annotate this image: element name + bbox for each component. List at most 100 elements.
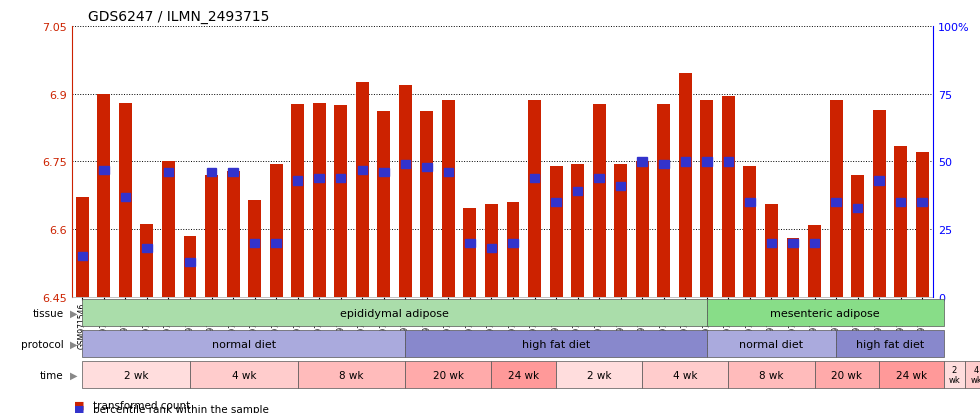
Text: normal diet: normal diet bbox=[212, 339, 276, 349]
Bar bbox=[765, 205, 778, 297]
Text: protocol: protocol bbox=[21, 339, 64, 349]
Bar bbox=[466, 239, 474, 247]
Bar bbox=[915, 153, 929, 297]
Bar bbox=[573, 188, 582, 196]
Text: 24 wk: 24 wk bbox=[896, 370, 927, 380]
Text: 2
wk: 2 wk bbox=[949, 365, 960, 385]
Bar bbox=[271, 239, 281, 247]
Bar bbox=[808, 225, 821, 297]
Bar bbox=[185, 258, 195, 266]
Bar bbox=[399, 85, 412, 297]
Bar bbox=[638, 158, 647, 166]
Text: GDS6247 / ILMN_2493715: GDS6247 / ILMN_2493715 bbox=[88, 10, 270, 24]
Bar bbox=[550, 166, 563, 297]
Text: mesenteric adipose: mesenteric adipose bbox=[770, 308, 880, 318]
Bar bbox=[853, 204, 862, 212]
Bar bbox=[97, 95, 111, 297]
Bar bbox=[872, 110, 886, 297]
Bar bbox=[293, 177, 303, 185]
Bar bbox=[744, 166, 757, 297]
Bar bbox=[250, 239, 260, 247]
Bar bbox=[851, 176, 864, 297]
Bar bbox=[917, 199, 927, 207]
Bar bbox=[226, 172, 239, 297]
Bar bbox=[722, 97, 735, 297]
Bar bbox=[358, 166, 367, 174]
Text: ▶: ▶ bbox=[70, 308, 77, 318]
Text: 2 wk: 2 wk bbox=[123, 370, 148, 380]
Bar bbox=[99, 166, 109, 174]
Text: transformed count: transformed count bbox=[93, 400, 190, 410]
Bar bbox=[377, 112, 390, 297]
Bar bbox=[356, 83, 368, 297]
Bar bbox=[420, 112, 433, 297]
Bar bbox=[787, 239, 800, 297]
Bar bbox=[119, 104, 132, 297]
Bar bbox=[142, 244, 152, 253]
Text: high fat diet: high fat diet bbox=[522, 339, 590, 349]
Bar bbox=[894, 146, 907, 297]
Bar bbox=[788, 239, 798, 247]
Bar bbox=[509, 239, 517, 247]
Text: 4
wk: 4 wk bbox=[970, 365, 980, 385]
Text: 20 wk: 20 wk bbox=[831, 370, 862, 380]
Text: ▶: ▶ bbox=[70, 370, 77, 380]
Bar bbox=[379, 169, 388, 177]
Bar bbox=[444, 169, 453, 177]
Text: tissue: tissue bbox=[32, 308, 64, 318]
Bar bbox=[723, 158, 733, 166]
Bar bbox=[616, 183, 625, 190]
Bar bbox=[745, 199, 755, 207]
Bar bbox=[140, 224, 154, 297]
Bar bbox=[485, 205, 498, 297]
Text: ■: ■ bbox=[74, 400, 84, 410]
Bar bbox=[205, 176, 218, 297]
Bar bbox=[183, 237, 196, 297]
Bar bbox=[422, 164, 431, 171]
Bar bbox=[636, 162, 649, 297]
Bar bbox=[164, 169, 173, 177]
Text: 4 wk: 4 wk bbox=[231, 370, 256, 380]
Bar bbox=[679, 74, 692, 297]
Bar bbox=[162, 162, 174, 297]
Text: percentile rank within the sample: percentile rank within the sample bbox=[93, 404, 269, 413]
Bar bbox=[487, 244, 496, 253]
Bar bbox=[334, 106, 347, 297]
Bar bbox=[874, 177, 884, 185]
Bar bbox=[228, 169, 238, 177]
Text: 8 wk: 8 wk bbox=[339, 370, 364, 380]
Bar bbox=[291, 104, 304, 297]
Bar bbox=[248, 200, 261, 297]
Bar bbox=[121, 193, 130, 201]
Text: 2 wk: 2 wk bbox=[587, 370, 612, 380]
Text: high fat diet: high fat diet bbox=[856, 339, 924, 349]
Text: 8 wk: 8 wk bbox=[760, 370, 784, 380]
Text: ■: ■ bbox=[74, 404, 84, 413]
Bar bbox=[528, 101, 541, 297]
Bar bbox=[313, 104, 325, 297]
Bar bbox=[75, 197, 89, 297]
Text: time: time bbox=[40, 370, 64, 380]
Bar bbox=[336, 174, 346, 183]
Bar bbox=[680, 158, 690, 166]
Bar bbox=[507, 203, 519, 297]
Text: normal diet: normal diet bbox=[739, 339, 804, 349]
Text: epididymal adipose: epididymal adipose bbox=[340, 308, 449, 318]
Bar bbox=[552, 199, 561, 207]
Bar bbox=[701, 101, 713, 297]
Bar bbox=[896, 199, 906, 207]
Bar bbox=[464, 208, 476, 297]
Text: 20 wk: 20 wk bbox=[433, 370, 464, 380]
Bar bbox=[593, 104, 606, 297]
Bar bbox=[571, 164, 584, 297]
Bar bbox=[766, 239, 776, 247]
Text: ▶: ▶ bbox=[70, 339, 77, 349]
Bar bbox=[809, 239, 819, 247]
Bar bbox=[659, 161, 668, 169]
Bar bbox=[315, 174, 324, 183]
Bar bbox=[442, 101, 455, 297]
Bar bbox=[530, 174, 539, 183]
Text: 24 wk: 24 wk bbox=[509, 370, 539, 380]
Bar bbox=[77, 253, 87, 261]
Bar bbox=[702, 158, 711, 166]
